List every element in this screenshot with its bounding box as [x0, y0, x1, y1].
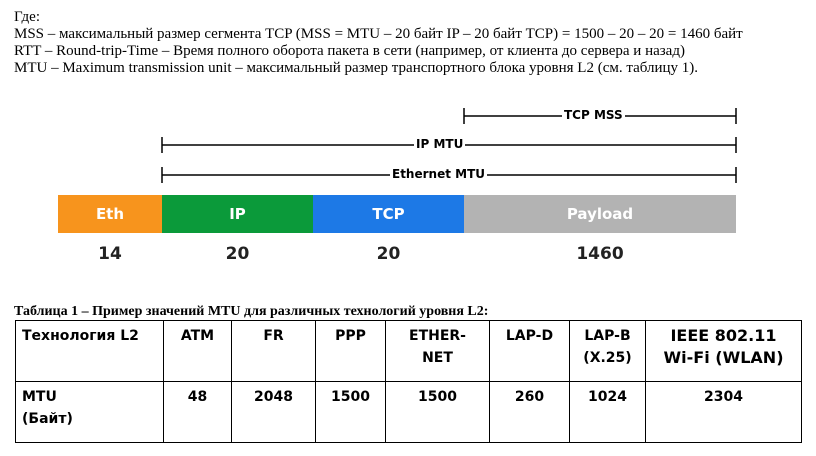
header-ppp: PPP — [315, 320, 386, 382]
header-wifi: IEEE 802.11 Wi-Fi (WLAN) — [645, 320, 802, 382]
value-fr: 2048 — [231, 381, 316, 443]
value-lapb: 1024 — [569, 381, 646, 443]
eth-segment: Eth — [58, 195, 162, 233]
ip-mtu-label: IP MTU — [414, 137, 466, 151]
header-wifi-line1: IEEE 802.11 — [670, 326, 777, 345]
header-ethernet: ETHER- NET — [385, 320, 490, 382]
header-tech: Технология L2 — [15, 320, 164, 382]
value-wifi: 2304 — [645, 381, 802, 443]
header-atm: ATM — [163, 320, 232, 382]
eth-size: 14 — [98, 244, 122, 264]
tcp-size: 20 — [376, 244, 401, 264]
ip-size: 20 — [225, 244, 250, 264]
payload-segment: Payload — [464, 195, 736, 233]
rtt-definition: RTT – Round-trip-Time – Время полного об… — [14, 43, 685, 59]
header-lapb-line1: LAP-B — [584, 328, 631, 344]
header-fr: FR — [231, 320, 316, 382]
table-row: MTU (Байт) 48 2048 1500 1500 260 1024 23… — [15, 381, 802, 443]
table-caption: Таблица 1 – Пример значений MTU для разл… — [14, 304, 489, 319]
row-mtu-label: MTU (Байт) — [15, 381, 164, 443]
header-lapd: LAP-D — [489, 320, 570, 382]
tcp-mss-label: TCP MSS — [562, 108, 625, 122]
header-ethernet-line2: NET — [422, 350, 453, 366]
mss-definition: MSS – максимальный размер сегмента TCP (… — [14, 26, 743, 42]
table-header-row: Технология L2 ATM FR PPP ETHER- NET LAP-… — [15, 320, 802, 382]
header-wifi-line2: Wi-Fi (WLAN) — [663, 348, 784, 367]
header-ethernet-line1: ETHER- — [409, 328, 466, 344]
ethernet-mtu-label: Ethernet MTU — [390, 167, 487, 181]
header-lapb-line2: (X.25) — [583, 350, 632, 366]
mtu-table: Технология L2 ATM FR PPP ETHER- NET LAP-… — [15, 320, 802, 443]
row-mtu-line2: (Байт) — [22, 411, 73, 427]
payload-size: 1460 — [576, 244, 624, 264]
where-label: Где: — [14, 9, 41, 25]
row-mtu-line1: MTU — [22, 389, 57, 405]
header-lapb: LAP-B (X.25) — [569, 320, 646, 382]
tcp-segment: TCP — [313, 195, 464, 233]
value-ethernet: 1500 — [385, 381, 490, 443]
mtu-definition: MTU – Maximum transmission unit – максим… — [14, 60, 699, 76]
value-lapd: 260 — [489, 381, 570, 443]
value-ppp: 1500 — [315, 381, 386, 443]
ip-segment: IP — [162, 195, 313, 233]
value-atm: 48 — [163, 381, 232, 443]
